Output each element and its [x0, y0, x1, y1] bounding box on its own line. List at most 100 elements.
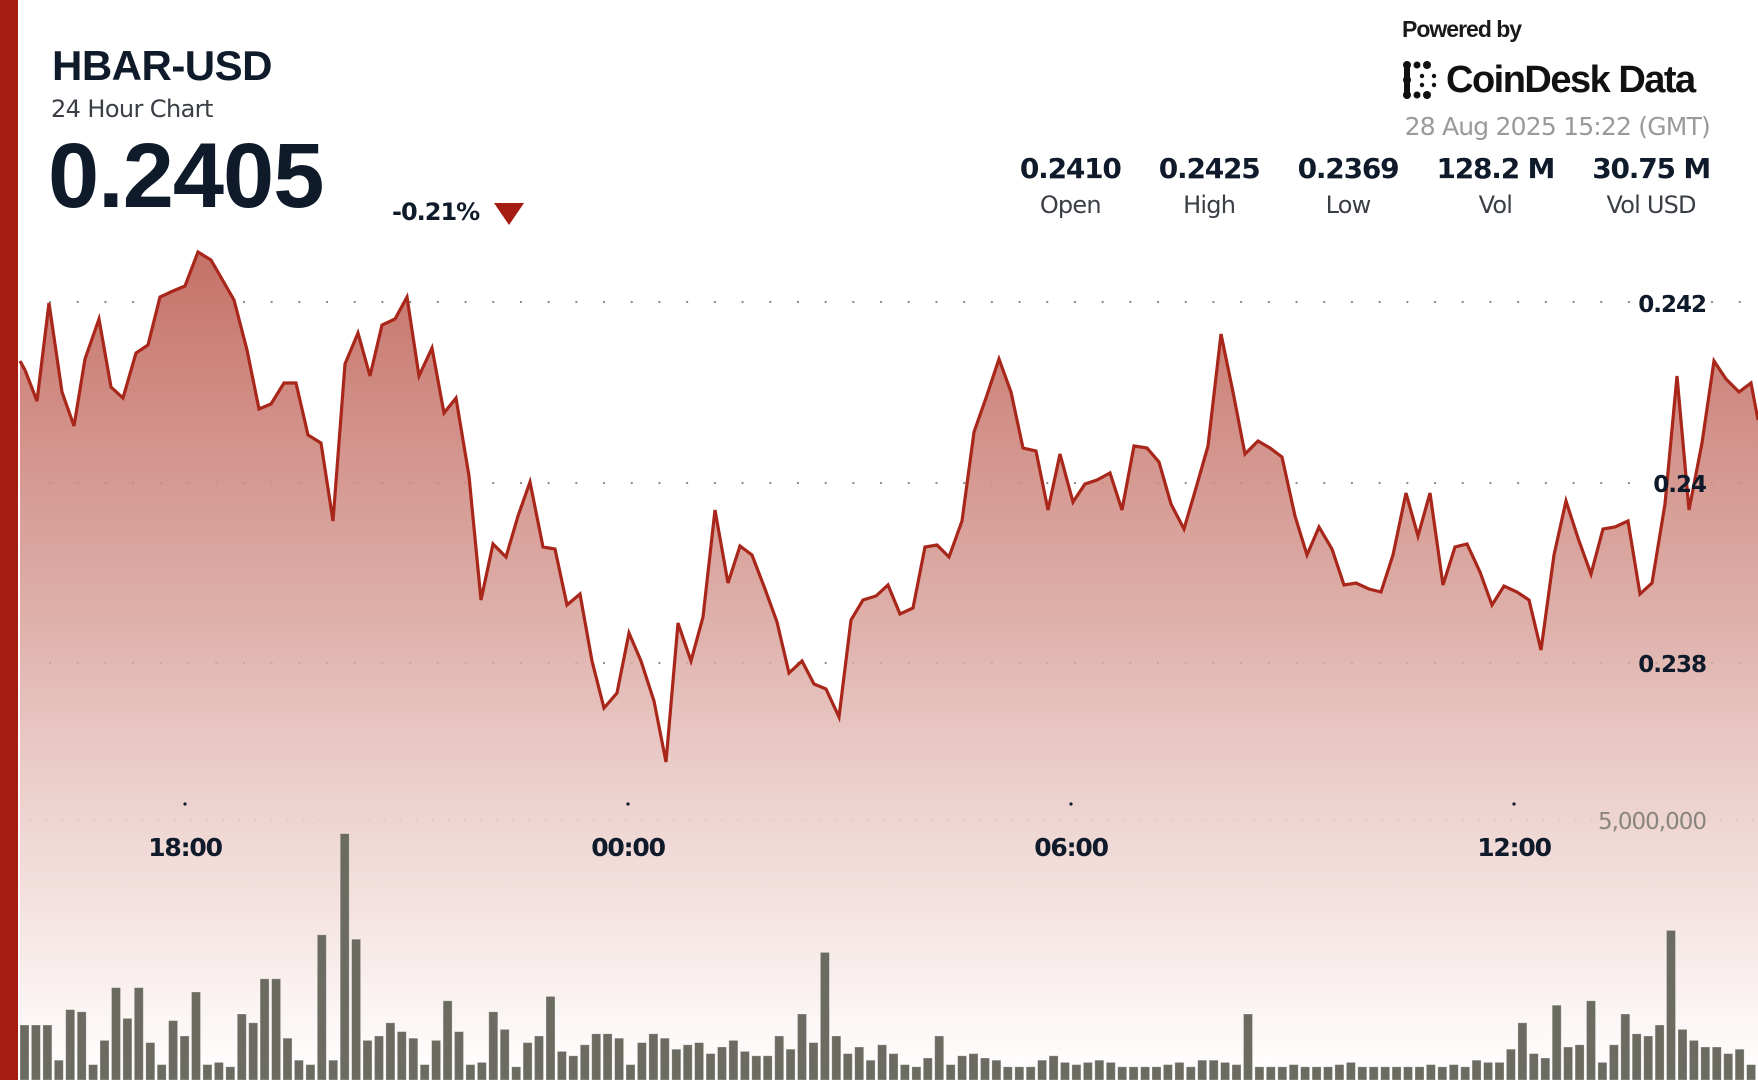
volume-bar	[1689, 1040, 1699, 1080]
volume-bar	[1391, 1066, 1402, 1080]
volume-bar	[442, 1000, 453, 1080]
stat-label: Vol	[1478, 191, 1513, 219]
volume-bar	[499, 1029, 510, 1080]
x-axis: 18:00 00:00 06:00 12:00	[148, 802, 1553, 862]
chart-subtitle: 24 Hour Chart	[51, 95, 213, 123]
volume-bar	[396, 1031, 407, 1080]
volume-bar	[88, 1064, 98, 1080]
volume-bar	[945, 1064, 956, 1080]
volume-bar	[145, 1042, 156, 1080]
volume-bar	[1540, 1057, 1551, 1080]
volume-bar	[1220, 1062, 1230, 1080]
volume-bar	[1208, 1059, 1219, 1080]
stat-high: 0.2425 High	[1158, 152, 1261, 219]
volume-bar	[854, 1046, 865, 1080]
volume-bar	[76, 1011, 87, 1080]
stat-label: Low	[1325, 191, 1372, 219]
volume-bar	[465, 1064, 476, 1080]
volume-bar	[1117, 1066, 1128, 1080]
volume-bar	[682, 1044, 693, 1080]
stat-label: Vol USD	[1606, 191, 1697, 219]
volume-bar	[1677, 1029, 1688, 1080]
volume-bar	[1597, 1062, 1608, 1080]
volume-tick: 5,000,000	[1598, 809, 1706, 835]
volume-bar	[431, 1040, 442, 1080]
stat-value: 0.2369	[1297, 152, 1400, 185]
volume-bar	[1380, 1066, 1391, 1080]
volume-bar	[591, 1033, 602, 1080]
volume-bar	[659, 1037, 670, 1080]
volume-bar	[1288, 1064, 1299, 1080]
volume-bar	[1151, 1066, 1162, 1080]
volume-bar	[1025, 1066, 1036, 1080]
coindesk-logo-icon	[1403, 61, 1437, 99]
volume-bar	[625, 1064, 636, 1080]
volume-bar	[419, 1064, 430, 1080]
volume-bar	[408, 1037, 419, 1080]
x-tick-1200: 12:00	[1477, 833, 1551, 862]
y-axis-labels: 0.242 0.24 0.238 5,000,000	[1598, 288, 1708, 835]
volume-bar	[797, 1013, 807, 1080]
volume-bar	[980, 1057, 990, 1080]
volume-bar	[1700, 1046, 1711, 1080]
volume-bar	[705, 1053, 716, 1080]
x-tick-0000: 00:00	[591, 833, 665, 862]
volume-bar	[362, 1040, 373, 1080]
volume-bar	[1586, 1000, 1596, 1080]
volume-bar	[1517, 1022, 1528, 1080]
volume-bar	[1254, 1066, 1265, 1080]
volume-bar	[236, 1013, 247, 1080]
volume-bar	[568, 1055, 579, 1080]
volume-bar	[19, 1024, 30, 1080]
volume-bar	[1711, 1046, 1722, 1080]
volume-bar	[1528, 1053, 1539, 1080]
stat-vol: 128.2 M Vol	[1436, 152, 1555, 219]
stat-low: 0.2369 Low	[1297, 152, 1400, 219]
volume-bar	[740, 1051, 750, 1080]
volume-bar	[1185, 1066, 1196, 1080]
volume-bar	[293, 1059, 304, 1080]
volume-bar	[579, 1044, 590, 1080]
volume-bar	[1494, 1062, 1505, 1080]
volume-bar	[282, 1037, 293, 1080]
coindesk-data-logo[interactable]: CoinDesk Data	[1402, 58, 1696, 102]
volume-bar	[328, 1059, 339, 1080]
volume-bar	[602, 1033, 613, 1080]
volume-bar	[488, 1011, 499, 1080]
volume-bar	[1060, 1062, 1070, 1080]
volume-bar	[1014, 1066, 1025, 1080]
volume-bar	[1083, 1062, 1093, 1080]
volume-bar	[808, 1042, 819, 1080]
volume-bar	[1128, 1066, 1139, 1080]
volume-bar	[1002, 1066, 1013, 1080]
volume-bar	[351, 938, 362, 1080]
current-price: 0.2405	[48, 125, 324, 227]
stat-value: 0.2410	[1019, 152, 1122, 185]
volume-bar	[1094, 1059, 1105, 1080]
volume-bar	[1346, 1062, 1356, 1080]
volume-bar	[1265, 1066, 1276, 1080]
stat-vol-usd: 30.75 M Vol USD	[1592, 152, 1711, 219]
volume-bar	[831, 1035, 842, 1080]
volume-bar	[53, 1059, 64, 1080]
volume-bar	[888, 1053, 899, 1080]
stat-label: Open	[1039, 191, 1102, 219]
stat-value: 128.2 M	[1436, 152, 1555, 185]
volume-bar	[133, 987, 144, 1080]
volume-bar	[694, 1042, 704, 1080]
volume-bar	[774, 1035, 785, 1080]
volume-bar	[522, 1042, 533, 1080]
volume-bar	[1448, 1064, 1459, 1080]
volume-bar	[1574, 1044, 1585, 1080]
volume-bar	[877, 1044, 887, 1080]
volume-bar	[922, 1057, 933, 1080]
volume-bar	[1460, 1066, 1471, 1080]
volume-bar	[1426, 1064, 1436, 1080]
volume-bar	[762, 1055, 773, 1080]
stat-value: 0.2425	[1158, 152, 1261, 185]
volume-bar	[648, 1033, 659, 1080]
volume-bar	[316, 934, 327, 1080]
volume-bar	[820, 952, 830, 1080]
volume-bar	[1506, 1048, 1516, 1080]
